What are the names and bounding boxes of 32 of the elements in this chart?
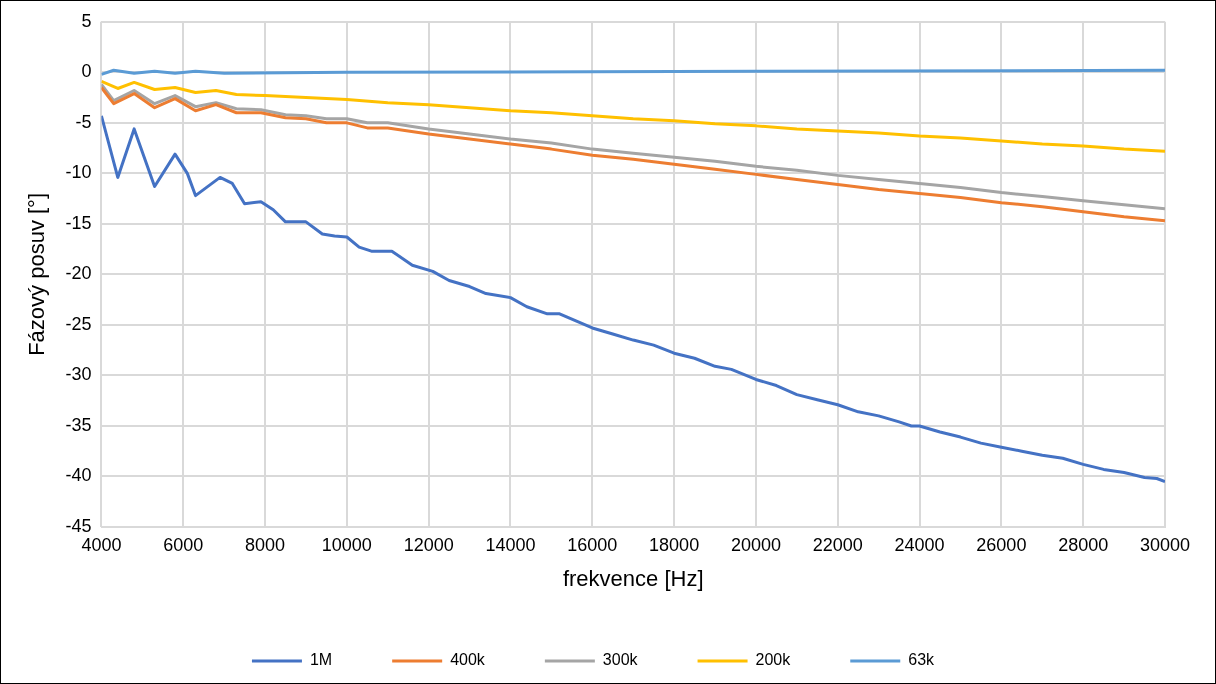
x-tick-label: 30000 — [1139, 534, 1191, 555]
x-tick-label: 10000 — [321, 534, 372, 555]
y-tick-label: -15 — [65, 212, 92, 233]
y-tick-label: -25 — [65, 313, 92, 334]
x-tick-label: 12000 — [403, 534, 454, 555]
y-tick-label: 0 — [81, 61, 92, 82]
x-axis-title: frekvence [Hz] — [562, 565, 704, 591]
y-tick-label: -40 — [65, 465, 92, 486]
x-tick-label: 16000 — [567, 534, 618, 555]
x-tick-label: 14000 — [485, 534, 536, 555]
x-tick-label: 24000 — [894, 534, 945, 555]
legend-label: 63k — [908, 651, 936, 669]
legend-label: 300k — [602, 651, 639, 669]
y-tick-label: -45 — [65, 515, 92, 536]
x-tick-label: 22000 — [812, 534, 863, 555]
x-tick-label: 4000 — [81, 534, 122, 555]
x-tick-label: 20000 — [730, 534, 781, 555]
y-tick-label: -5 — [75, 111, 92, 132]
y-tick-label: -20 — [65, 263, 92, 284]
legend-label: 400k — [450, 651, 486, 669]
x-tick-label: 18000 — [649, 534, 700, 555]
y-tick-label: -35 — [65, 414, 92, 435]
y-axis-title: Fázový posuv [°] — [24, 192, 50, 356]
x-tick-label: 26000 — [976, 534, 1027, 555]
y-tick-label: -30 — [65, 364, 92, 385]
legend-label: 1M — [309, 651, 333, 669]
x-tick-label: 28000 — [1058, 534, 1109, 555]
y-tick-label: 5 — [81, 10, 92, 31]
x-tick-label: 6000 — [163, 534, 204, 555]
y-tick-label: -10 — [65, 162, 92, 183]
x-tick-label: 8000 — [245, 534, 286, 555]
legend-label: 200k — [755, 651, 792, 669]
